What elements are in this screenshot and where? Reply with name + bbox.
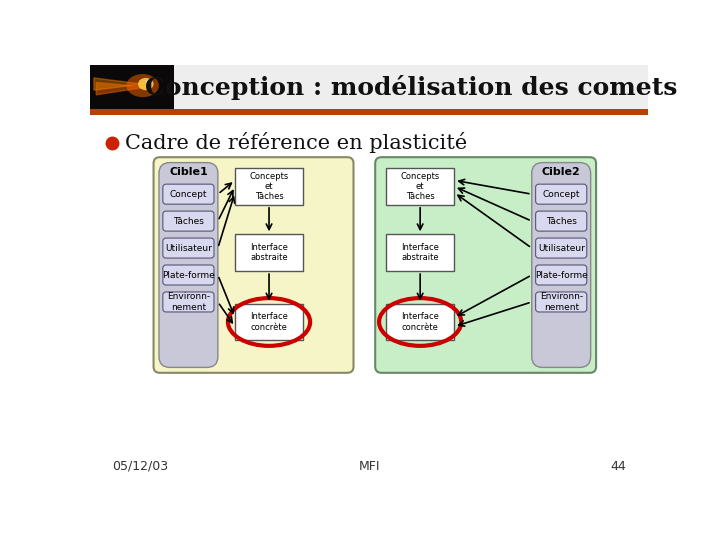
- Bar: [235, 303, 303, 340]
- Text: Interface
abstraite: Interface abstraite: [401, 243, 439, 262]
- Ellipse shape: [138, 78, 153, 90]
- FancyBboxPatch shape: [163, 211, 214, 231]
- Text: Cible2: Cible2: [542, 167, 580, 177]
- Text: Concept: Concept: [542, 190, 580, 199]
- Text: 05/12/03: 05/12/03: [112, 460, 168, 473]
- FancyBboxPatch shape: [536, 238, 587, 258]
- Bar: [174, 65, 648, 110]
- Bar: [386, 168, 454, 205]
- Bar: [90, 65, 174, 110]
- Text: Interface
abstraite: Interface abstraite: [250, 243, 288, 262]
- Text: 44: 44: [611, 460, 626, 473]
- Text: Tâches: Tâches: [546, 217, 577, 226]
- Text: Interface
concrète: Interface concrète: [250, 312, 288, 332]
- Text: Conception : modélisation des comets: Conception : modélisation des comets: [145, 75, 677, 99]
- FancyBboxPatch shape: [163, 292, 214, 312]
- FancyBboxPatch shape: [536, 211, 587, 231]
- Ellipse shape: [145, 79, 152, 85]
- Text: Environn-
nement: Environn- nement: [167, 292, 210, 312]
- Text: Tâches: Tâches: [173, 217, 204, 226]
- FancyBboxPatch shape: [536, 184, 587, 204]
- FancyBboxPatch shape: [163, 238, 214, 258]
- FancyBboxPatch shape: [536, 265, 587, 285]
- Bar: [386, 234, 454, 271]
- Ellipse shape: [127, 74, 159, 97]
- Bar: [235, 168, 303, 205]
- Text: Plate-forme: Plate-forme: [162, 271, 215, 280]
- Bar: [386, 303, 454, 340]
- Text: Plate-forme: Plate-forme: [535, 271, 588, 280]
- Text: Concepts
et
Tâches: Concepts et Tâches: [400, 172, 440, 201]
- Text: Interface
concrète: Interface concrète: [401, 312, 439, 332]
- Text: MFI: MFI: [359, 460, 379, 473]
- FancyBboxPatch shape: [153, 157, 354, 373]
- Polygon shape: [94, 78, 143, 90]
- Text: Environn-
nement: Environn- nement: [539, 292, 582, 312]
- Text: Utilisateur: Utilisateur: [538, 244, 585, 253]
- FancyBboxPatch shape: [163, 184, 214, 204]
- FancyBboxPatch shape: [159, 163, 218, 367]
- Text: Cadre de référence en plasticité: Cadre de référence en plasticité: [125, 132, 467, 153]
- Polygon shape: [96, 83, 147, 95]
- FancyBboxPatch shape: [163, 265, 214, 285]
- Bar: [235, 234, 303, 271]
- FancyBboxPatch shape: [536, 292, 587, 312]
- Text: Utilisateur: Utilisateur: [165, 244, 212, 253]
- FancyBboxPatch shape: [532, 163, 590, 367]
- FancyBboxPatch shape: [375, 157, 596, 373]
- Bar: [90, 110, 648, 115]
- Text: Cible1: Cible1: [169, 167, 208, 177]
- Text: Concept: Concept: [170, 190, 207, 199]
- Text: Concepts
et
Tâches: Concepts et Tâches: [249, 172, 289, 201]
